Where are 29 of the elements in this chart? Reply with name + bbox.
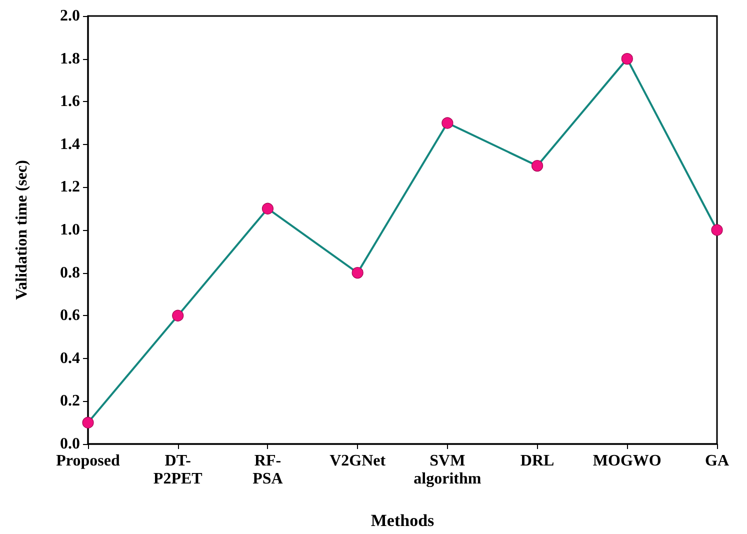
y-tick-label: 1.8 bbox=[60, 50, 80, 68]
point bbox=[262, 202, 274, 214]
y-axis-title: Validation time (sec) bbox=[14, 160, 30, 300]
x-tick-label: MOGWO bbox=[592, 452, 662, 470]
y-tick-label: 0.2 bbox=[60, 392, 80, 410]
x-axis-title: Methods bbox=[370, 511, 435, 530]
y-tick-label: 1.6 bbox=[60, 93, 80, 110]
x-tick-label: Proposed bbox=[56, 452, 120, 470]
y-tick-label: 0.0 bbox=[60, 436, 80, 452]
x-tick-label: V2GNet bbox=[330, 452, 386, 470]
x-tick-label: RF-PSA bbox=[252, 452, 284, 488]
y-tick-label: 1.0 bbox=[60, 222, 80, 238]
y-tick-label: 1.2 bbox=[60, 178, 80, 196]
y-tick-label: 0.6 bbox=[60, 307, 80, 324]
y-tick-label: 1.4 bbox=[60, 136, 80, 153]
x-tick-label: SVM algorithm bbox=[414, 452, 482, 488]
point bbox=[711, 224, 723, 236]
x-tick-label: GA bbox=[705, 452, 730, 470]
point bbox=[82, 416, 94, 428]
point bbox=[531, 160, 544, 172]
x-tick-label: DRL bbox=[520, 452, 554, 470]
point bbox=[442, 117, 454, 129]
point bbox=[621, 53, 633, 65]
y-tick-label: 0.8 bbox=[60, 264, 80, 282]
point bbox=[352, 267, 364, 279]
x-tick-label: DT-P2PET bbox=[153, 452, 203, 488]
point bbox=[172, 310, 184, 322]
y-tick-label: 2.0 bbox=[60, 8, 80, 24]
y-tick-label: 0.4 bbox=[60, 350, 80, 367]
